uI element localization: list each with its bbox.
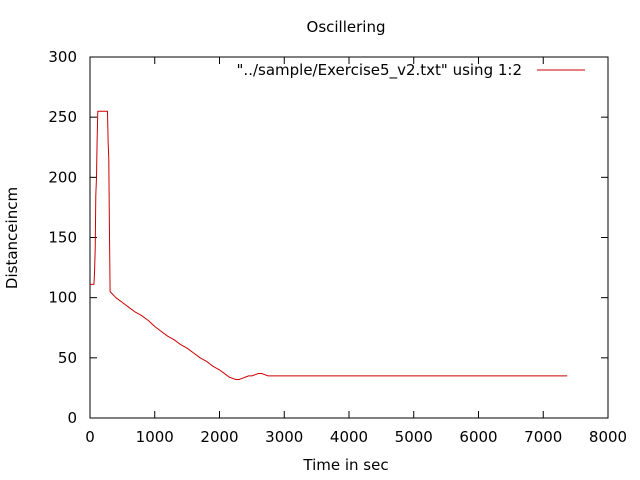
series-layer <box>90 110 568 380</box>
x-axis-ticks <box>89 57 609 418</box>
x-tick-label-2: 2000 <box>200 428 238 446</box>
plot-frame <box>89 56 609 419</box>
y-axis-label: Distanceincm <box>3 187 21 289</box>
y-tick-label-6: 300 <box>48 48 77 66</box>
y-tick-label-4: 200 <box>48 168 77 186</box>
chart-title: Oscillering <box>307 18 386 36</box>
y-axis-tick-labels: 0 50 100 150 200 250 300 <box>48 48 77 427</box>
x-tick-label-6: 6000 <box>459 428 497 446</box>
x-tick-label-3: 3000 <box>265 428 303 446</box>
x-tick-label-7: 7000 <box>524 428 562 446</box>
y-axis-ticks <box>90 56 608 419</box>
x-tick-label-8: 8000 <box>589 428 627 446</box>
x-axis-tick-labels: 0 1000 2000 3000 4000 5000 6000 7000 8000 <box>85 428 627 446</box>
y-tick-label-0: 0 <box>67 409 77 427</box>
x-tick-label-5: 5000 <box>395 428 433 446</box>
y-tick-label-5: 250 <box>48 108 77 126</box>
x-tick-label-0: 0 <box>85 428 95 446</box>
x-axis-label: Time in sec <box>302 456 388 474</box>
series-line-0 <box>90 110 568 380</box>
y-tick-label-3: 150 <box>48 229 77 247</box>
x-tick-label-4: 4000 <box>330 428 368 446</box>
legend-entry-label: "../sample/Exercise5_v2.txt" using 1:2 <box>237 61 522 80</box>
y-tick-label-1: 50 <box>58 349 77 367</box>
legend: "../sample/Exercise5_v2.txt" using 1:2 <box>237 61 585 80</box>
x-tick-label-1: 1000 <box>136 428 174 446</box>
y-tick-label-2: 100 <box>48 289 77 307</box>
